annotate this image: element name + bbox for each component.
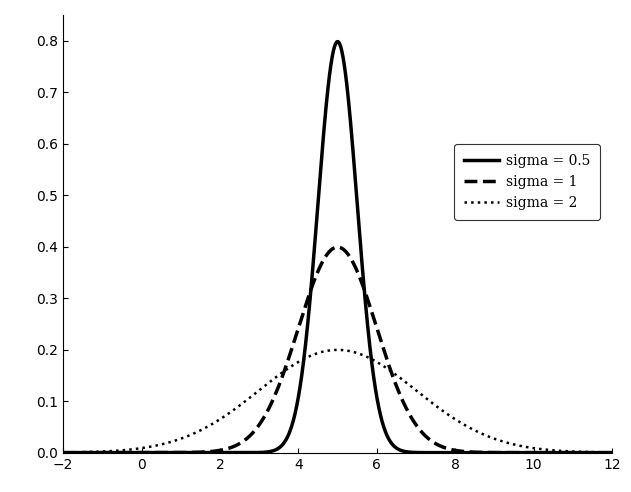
Legend: sigma = 0.5, sigma = 1, sigma = 2: sigma = 0.5, sigma = 1, sigma = 2 bbox=[454, 144, 599, 219]
